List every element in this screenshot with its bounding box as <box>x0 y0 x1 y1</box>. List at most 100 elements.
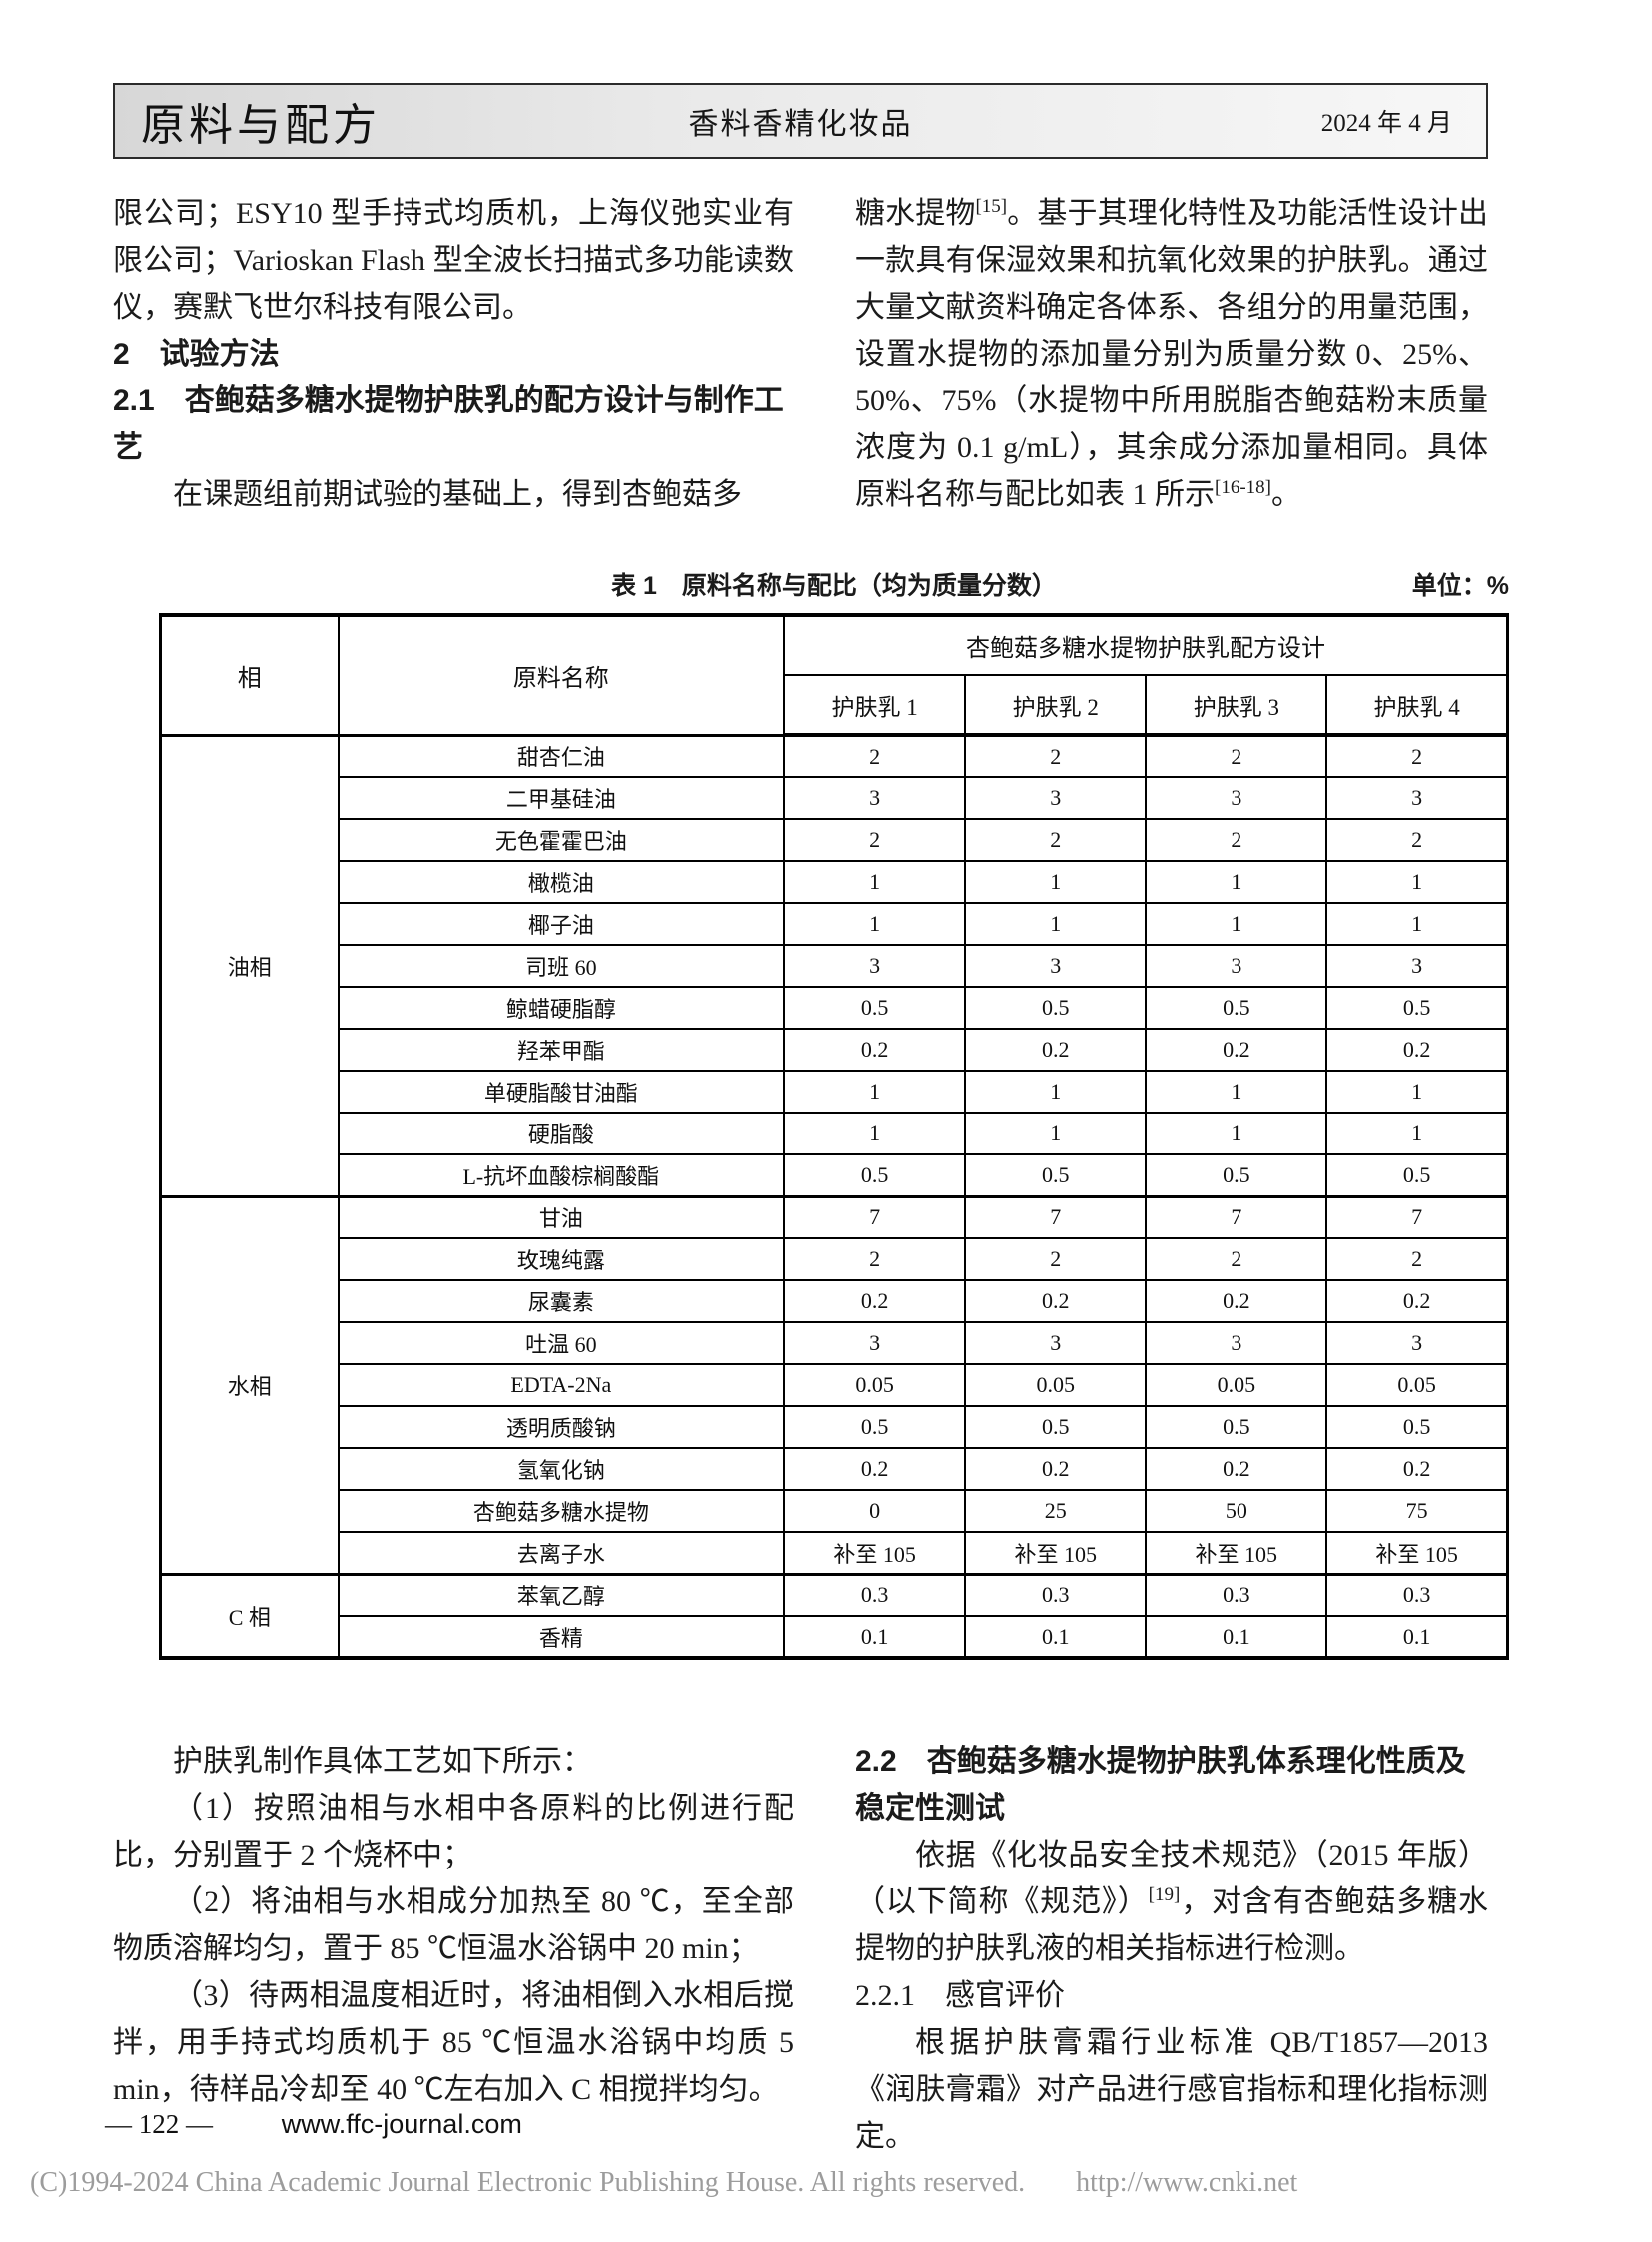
ratio-value-cell: 0.5 <box>1325 1405 1509 1449</box>
text-run: ，对含有杏鲍菇多糖水提物的护肤乳液的相关指标进行检测。 <box>855 1885 1488 1965</box>
ratio-value-cell: 0.5 <box>783 1153 967 1197</box>
ratio-value-cell: 3 <box>1145 776 1328 820</box>
ratio-value-cell: 75 <box>1325 1489 1509 1533</box>
paragraph: （1）按照油相与水相中各原料的比例进行配比，分别置于 2 个烧杯中； <box>113 1792 794 1871</box>
table-row: 椰子油 1 1 1 1 <box>161 902 1509 946</box>
top-right-column: 糖水提物[15]。基于其理化特性及功能活性设计出一款具有保湿效果和抗氧化效果的护… <box>855 190 1488 518</box>
copyright-text: (C)1994-2024 China Academic Journal Elec… <box>30 2167 1026 2198</box>
ratio-value-cell: 2 <box>1145 733 1328 778</box>
ingredient-name-cell: EDTA-2Na <box>337 1363 786 1407</box>
phase-label-cell: 油相 <box>159 733 340 1197</box>
text-run: 糖水提物 <box>855 197 976 230</box>
ratio-value-cell: 1 <box>783 860 967 904</box>
ratio-value-cell: 0.2 <box>1325 1279 1509 1323</box>
ratio-value-cell: 3 <box>964 776 1148 820</box>
ratio-value-cell: 7 <box>1145 1194 1328 1239</box>
ratio-value-cell: 0.2 <box>1145 1447 1328 1491</box>
issue-date: 2024 年 4 月 <box>1320 110 1452 137</box>
group-header-cell: 杏鲍菇多糖水提物护肤乳配方设计 <box>783 614 1509 676</box>
ratio-value-cell: 0.2 <box>964 1279 1148 1323</box>
table-row: 水相 甘油 7 7 7 7 <box>159 1194 1509 1575</box>
ratio-value-cell: 2 <box>964 818 1148 862</box>
ratio-value-cell: 3 <box>783 1321 967 1365</box>
phase-label-cell: 水相 <box>159 1194 340 1575</box>
ratio-value-cell: 2 <box>964 1237 1148 1281</box>
table-row: 玫瑰纯露 2 2 2 2 <box>161 1237 1509 1281</box>
ratio-value-cell: 3 <box>964 944 1148 988</box>
bottom-text-columns: 护肤乳制作具体工艺如下所示： （1）按照油相与水相中各原料的比例进行配比，分别置… <box>113 1738 1488 2160</box>
ratio-value-cell: 0.3 <box>783 1572 967 1617</box>
ratio-value-cell: 补至 105 <box>1145 1531 1328 1575</box>
ratio-value-cell: 0.2 <box>783 1447 967 1491</box>
ingredient-name-cell: 尿囊素 <box>337 1279 786 1323</box>
ingredient-name-cell: 香精 <box>337 1615 786 1659</box>
ratio-value-cell: 0.2 <box>1325 1028 1509 1072</box>
ratio-value-cell: 补至 105 <box>1325 1531 1509 1575</box>
citation-ref-19: [19] <box>1148 1884 1181 1905</box>
table-header: 相 原料名称 杏鲍菇多糖水提物护肤乳配方设计 护肤乳 1 护肤乳 2 护肤乳 3… <box>159 614 1509 737</box>
table-row: 尿囊素 0.2 0.2 0.2 0.2 <box>161 1279 1509 1323</box>
ratio-value-cell: 1 <box>1145 1070 1328 1114</box>
top-left-column: 限公司；ESY10 型手持式均质机，上海仪弛实业有限公司；Varioskan F… <box>113 190 794 518</box>
ratio-value-cell: 7 <box>1325 1194 1509 1239</box>
ratio-value-cell: 1 <box>1325 1112 1509 1155</box>
bottom-left-column: 护肤乳制作具体工艺如下所示： （1）按照油相与水相中各原料的比例进行配比，分别置… <box>113 1738 794 2160</box>
ratio-value-cell: 0.05 <box>783 1363 967 1407</box>
ratio-value-cell: 0.1 <box>783 1615 967 1659</box>
table-caption: 表 1 原料名称与配比（均为质量分数） <box>611 572 1057 600</box>
product-header-cell: 护肤乳 2 <box>964 674 1148 737</box>
table-row: 去离子水 补至 105 补至 105 补至 105 补至 105 <box>161 1531 1509 1575</box>
ratio-value-cell: 0.5 <box>783 1405 967 1449</box>
ingredient-name-cell: 鲸蜡硬脂醇 <box>337 986 786 1030</box>
paragraph: 在课题组前期试验的基础上，得到杏鲍菇多 <box>173 478 742 511</box>
ingredient-name-cell: 司班 60 <box>337 944 786 988</box>
ratio-value-cell: 2 <box>964 733 1148 778</box>
section-heading-2-1: 2.1 杏鲍菇多糖水提物护肤乳的配方设计与制作工艺 <box>113 384 784 464</box>
cnki-url: http://www.cnki.net <box>1076 2167 1298 2198</box>
ratio-value-cell: 2 <box>783 818 967 862</box>
table-row: L-抗坏血酸棕榈酸酯 0.5 0.5 0.5 0.5 <box>161 1153 1509 1197</box>
paragraph: 根据护肤膏霜行业标准 QB/T1857—2013《润肤膏霜》对产品进行感官指标和… <box>855 2026 1488 2153</box>
ingredient-name-cell: 甜杏仁油 <box>337 733 786 778</box>
bottom-right-column: 2.2 杏鲍菇多糖水提物护肤乳体系理化性质及稳定性测试 依据《化妆品安全技术规范… <box>855 1738 1488 2160</box>
table-row: 透明质酸钠 0.5 0.5 0.5 0.5 <box>161 1405 1509 1449</box>
product-header-cell: 护肤乳 4 <box>1325 674 1509 737</box>
ratio-value-cell: 0.05 <box>1145 1363 1328 1407</box>
top-text-columns: 限公司；ESY10 型手持式均质机，上海仪弛实业有限公司；Varioskan F… <box>113 190 1488 518</box>
ratio-value-cell: 3 <box>964 1321 1148 1365</box>
ratio-value-cell: 补至 105 <box>783 1531 967 1575</box>
journal-title: 香料香精化妆品 <box>688 108 913 141</box>
ingredient-name-cell: 玫瑰纯露 <box>337 1237 786 1281</box>
ratio-value-cell: 3 <box>1145 944 1328 988</box>
ingredient-name-cell: 去离子水 <box>337 1531 786 1575</box>
ratio-value-cell: 1 <box>783 1112 967 1155</box>
table-caption-row: 表 1 原料名称与配比（均为质量分数） 单位：% <box>159 569 1509 605</box>
table-row: 司班 60 3 3 3 3 <box>161 944 1509 988</box>
paragraph: 护肤乳制作具体工艺如下所示： <box>173 1745 592 1778</box>
ratio-value-cell: 25 <box>964 1489 1148 1533</box>
page-number: — 122 — <box>105 2109 213 2139</box>
ingredient-ratio-table: 相 原料名称 杏鲍菇多糖水提物护肤乳配方设计 护肤乳 1 护肤乳 2 护肤乳 3… <box>159 613 1509 1660</box>
journal-website: www.ffc-journal.com <box>281 2109 522 2139</box>
ratio-value-cell: 0.3 <box>1325 1572 1509 1617</box>
ratio-value-cell: 0.1 <box>1145 1615 1328 1659</box>
ratio-value-cell: 1 <box>1325 1070 1509 1114</box>
ratio-value-cell: 2 <box>1145 1237 1328 1281</box>
ratio-value-cell: 1 <box>1325 902 1509 946</box>
ratio-value-cell: 3 <box>1325 776 1509 820</box>
ingredient-name-cell: 无色霍霍巴油 <box>337 818 786 862</box>
ingredient-table-body: 油相 甜杏仁油 2 2 2 2 二甲基硅油 3 3 3 3 无色霍霍巴油 2 2 2 2 橄榄油 1 1 1 1 椰子油 1… <box>159 733 1509 1659</box>
ingredient-name-cell: 羟苯甲酯 <box>337 1028 786 1072</box>
citation-ref-15: [15] <box>975 196 1008 217</box>
ratio-value-cell: 0.5 <box>1145 1405 1328 1449</box>
ratio-value-cell: 0.2 <box>783 1279 967 1323</box>
footer-line: — 122 — www.ffc-journal.com <box>105 2109 522 2140</box>
ratio-value-cell: 3 <box>783 944 967 988</box>
table-row: 吐温 60 3 3 3 3 <box>161 1321 1509 1365</box>
ratio-value-cell: 2 <box>1325 1237 1509 1281</box>
ingredient-name-cell: 椰子油 <box>337 902 786 946</box>
ratio-value-cell: 1 <box>783 902 967 946</box>
table-row: 杏鲍菇多糖水提物 0 25 50 75 <box>161 1489 1509 1533</box>
ratio-value-cell: 0.2 <box>1145 1279 1328 1323</box>
